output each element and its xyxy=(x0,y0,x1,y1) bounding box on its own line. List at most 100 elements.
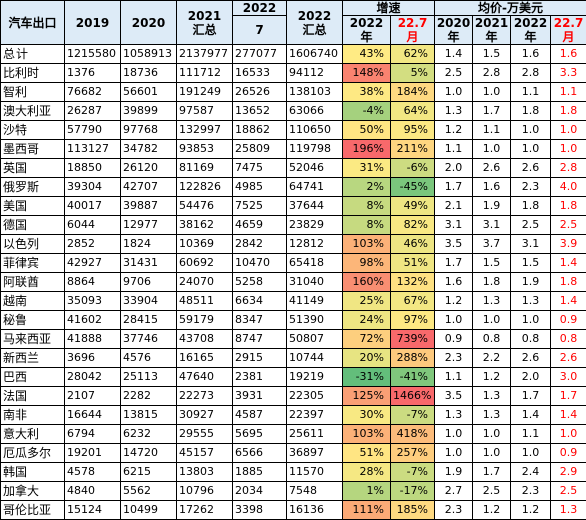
price-2022-cell: 0.8 xyxy=(511,330,551,349)
growth-2022-cell: 2% xyxy=(343,178,391,197)
value-2020-cell: 4576 xyxy=(121,349,177,368)
country-cell: 南非 xyxy=(1,406,65,425)
price-2022-cell: 1.0 xyxy=(511,121,551,140)
price-22-7-cell: 2.5 xyxy=(551,216,586,235)
value-2019-cell: 2852 xyxy=(65,235,121,254)
value-2022-cell: 25611 xyxy=(287,425,343,444)
price-2020-cell: 2.3 xyxy=(435,501,473,520)
growth-2022-cell: 24% xyxy=(343,311,391,330)
value-2022-7-cell: 25809 xyxy=(233,140,287,159)
growth-22-7-cell: -41% xyxy=(391,368,435,387)
value-2019-cell: 16644 xyxy=(65,406,121,425)
growth-22-7-cell: -17% xyxy=(391,482,435,501)
country-cell: 秘鲁 xyxy=(1,311,65,330)
value-2020-cell: 5562 xyxy=(121,482,177,501)
price-22-7-cell: 3.9 xyxy=(551,235,586,254)
value-2020-cell: 39887 xyxy=(121,197,177,216)
value-2022-7-cell: 5258 xyxy=(233,273,287,292)
value-2021-cell: 24070 xyxy=(177,273,233,292)
value-2021-cell: 45157 xyxy=(177,444,233,463)
value-2022-7-cell: 2381 xyxy=(233,368,287,387)
value-2020-cell: 42707 xyxy=(121,178,177,197)
price-2021-cell: 1.0 xyxy=(473,311,511,330)
value-2022-cell: 65418 xyxy=(287,254,343,273)
price-2022-cell: 2.4 xyxy=(511,463,551,482)
price-22-7-cell: 3.0 xyxy=(551,368,586,387)
value-2019-cell: 40017 xyxy=(65,197,121,216)
value-2021-cell: 38162 xyxy=(177,216,233,235)
value-2021-cell: 47640 xyxy=(177,368,233,387)
value-2022-7-cell: 1885 xyxy=(233,463,287,482)
price-2021-cell: 2.2 xyxy=(473,349,511,368)
growth-22-7-cell: -7% xyxy=(391,406,435,425)
price-2022-cell: 1.0 xyxy=(511,444,551,463)
value-2022-7-cell: 18862 xyxy=(233,121,287,140)
price-2021-cell: 1.0 xyxy=(473,425,511,444)
growth-22-7-cell: 67% xyxy=(391,292,435,311)
price-22-7-cell: 1.1 xyxy=(551,83,586,102)
growth-22-7-cell: 739% xyxy=(391,330,435,349)
growth-2022-cell: 103% xyxy=(343,235,391,254)
value-2022-7-cell: 4587 xyxy=(233,406,287,425)
growth-2022-cell: 125% xyxy=(343,387,391,406)
country-cell: 菲律宾 xyxy=(1,254,65,273)
price-2020-cell: 1.1 xyxy=(435,368,473,387)
growth-2022-cell: 31% xyxy=(343,159,391,178)
price-2020-cell: 1.4 xyxy=(435,45,473,64)
value-2022-cell: 37644 xyxy=(287,197,343,216)
price-22-7-cell: 1.0 xyxy=(551,425,586,444)
country-cell: 总计 xyxy=(1,45,65,64)
price-22-7-cell: 1.8 xyxy=(551,102,586,121)
value-2020-cell: 14720 xyxy=(121,444,177,463)
value-2022-cell: 31040 xyxy=(287,273,343,292)
country-cell: 马来西亚 xyxy=(1,330,65,349)
price-2020-cell: 1.1 xyxy=(435,140,473,159)
value-2019-cell: 41602 xyxy=(65,311,121,330)
value-2021-cell: 10796 xyxy=(177,482,233,501)
growth-22-7-cell: 211% xyxy=(391,140,435,159)
value-2020-cell: 12977 xyxy=(121,216,177,235)
growth-22-7-cell: 97% xyxy=(391,311,435,330)
price-2021-cell: 1.7 xyxy=(473,463,511,482)
value-2022-cell: 1606740 xyxy=(287,45,343,64)
growth-22-7-cell: 49% xyxy=(391,197,435,216)
growth-2022-cell: 103% xyxy=(343,425,391,444)
value-2022-7-cell: 5695 xyxy=(233,425,287,444)
value-2020-cell: 34782 xyxy=(121,140,177,159)
value-2022-7-cell: 8347 xyxy=(233,311,287,330)
price-2020-cell: 1.3 xyxy=(435,102,473,121)
value-2021-cell: 17262 xyxy=(177,501,233,520)
value-2022-7-cell: 3931 xyxy=(233,387,287,406)
value-2022-cell: 10744 xyxy=(287,349,343,368)
value-2022-cell: 138103 xyxy=(287,83,343,102)
price-2021-cell: 1.5 xyxy=(473,254,511,273)
price-2022-cell: 2.6 xyxy=(511,349,551,368)
value-2022-cell: 110650 xyxy=(287,121,343,140)
price-2022-cell: 1.0 xyxy=(511,311,551,330)
growth-22-7-cell: -45% xyxy=(391,178,435,197)
value-2019-cell: 1376 xyxy=(65,64,121,83)
growth-2022-cell: 20% xyxy=(343,349,391,368)
country-cell: 智利 xyxy=(1,83,65,102)
growth-2022-cell: 8% xyxy=(343,216,391,235)
price-2021-cell: 1.8 xyxy=(473,273,511,292)
price-2020-cell: 0.9 xyxy=(435,330,473,349)
value-2022-7-cell: 3398 xyxy=(233,501,287,520)
value-2022-cell: 7548 xyxy=(287,482,343,501)
country-cell: 韩国 xyxy=(1,463,65,482)
price-2021-cell: 1.3 xyxy=(473,292,511,311)
price-2021-cell: 1.0 xyxy=(473,140,511,159)
